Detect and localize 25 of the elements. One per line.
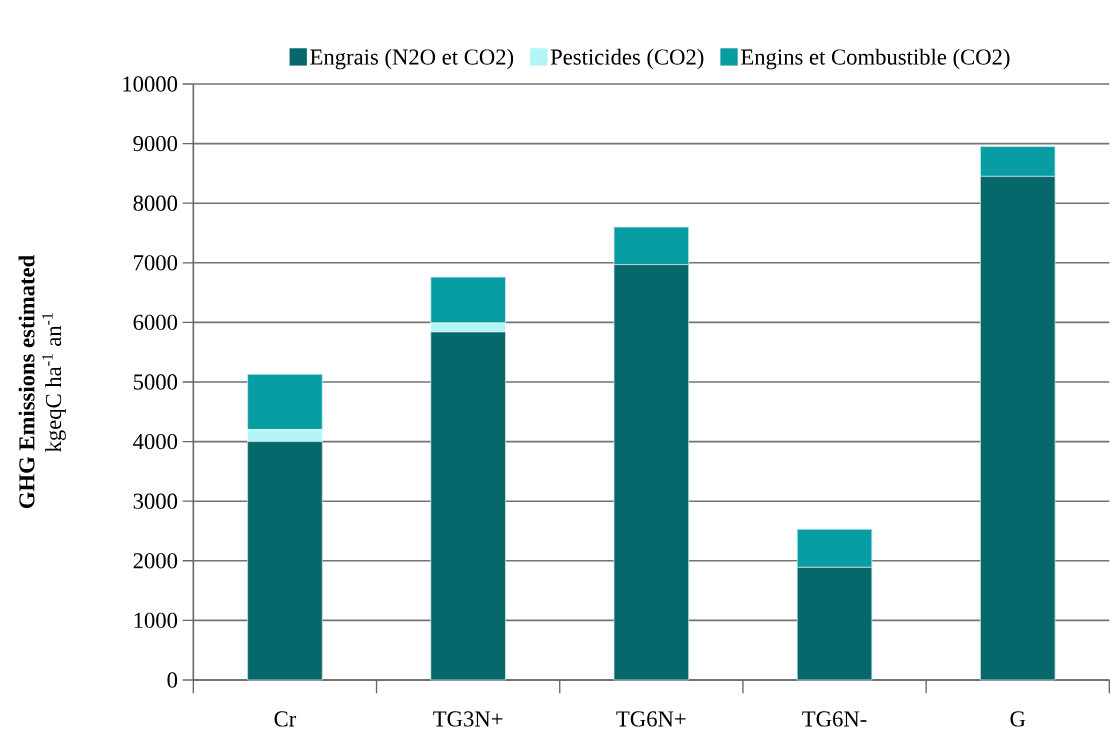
bar bbox=[247, 429, 323, 443]
y-tick-label: 6000 bbox=[133, 314, 178, 331]
x-tick-label: TG6N+ bbox=[616, 711, 686, 727]
bar bbox=[430, 276, 506, 324]
y-tick-label: 7000 bbox=[134, 255, 178, 271]
legend-label: Engrais (N2O et CO2) bbox=[310, 48, 514, 70]
y-tick-label: 3000 bbox=[133, 493, 178, 510]
y-tick-label: 1000 bbox=[134, 612, 178, 629]
x-tick-label: TG6N- bbox=[802, 711, 867, 727]
y-tick-label: 0 bbox=[167, 672, 178, 688]
bar bbox=[247, 374, 323, 431]
bar bbox=[247, 441, 323, 681]
y-tick-label: 2000 bbox=[133, 553, 178, 569]
y-tick-label: 4000 bbox=[133, 434, 178, 450]
x-tick-label: G bbox=[1010, 711, 1026, 727]
y-tick-label: 5000 bbox=[133, 374, 178, 390]
legend-label: Pesticides (CO2) bbox=[550, 48, 704, 70]
legend-label: Engins et Combustible (CO2) bbox=[741, 48, 1010, 70]
bar bbox=[430, 331, 506, 681]
x-tick-label: Cr bbox=[274, 711, 297, 727]
x-tick-label: TG3N+ bbox=[433, 711, 503, 727]
bar bbox=[430, 322, 506, 333]
y-tick-label: 10000 bbox=[123, 76, 178, 92]
y-tick-label: 9000 bbox=[133, 136, 178, 152]
y-tick-label: 8000 bbox=[133, 195, 178, 212]
